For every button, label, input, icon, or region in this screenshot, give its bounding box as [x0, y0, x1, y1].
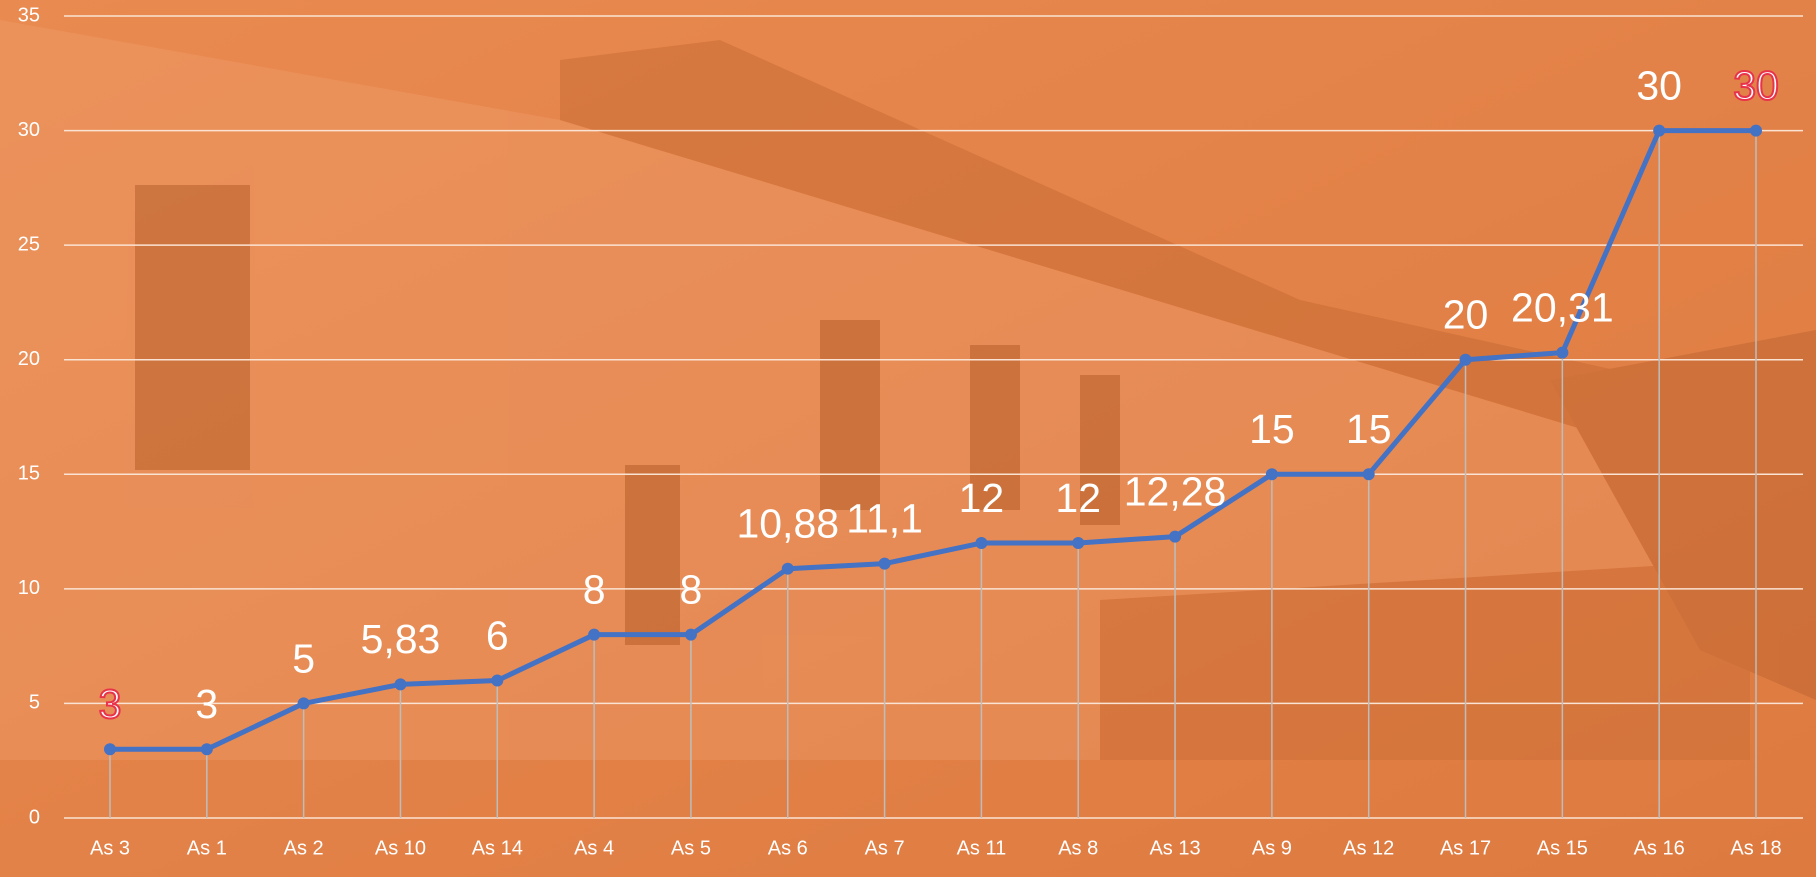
data-label: 12: [1055, 475, 1101, 521]
point: [491, 675, 503, 687]
point: [1750, 125, 1762, 137]
y-tick-label: 30: [18, 119, 40, 141]
data-label: 12: [959, 475, 1005, 521]
data-label: 30: [1636, 62, 1682, 108]
point: [1460, 354, 1472, 366]
point: [1556, 347, 1568, 359]
data-label: 30: [1733, 62, 1779, 108]
point: [1072, 537, 1084, 549]
point: [588, 629, 600, 641]
x-tick-label: As 3: [90, 837, 130, 859]
point: [1169, 531, 1181, 543]
data-label: 20,31: [1511, 284, 1614, 330]
data-label: 3: [99, 681, 122, 727]
point: [1363, 468, 1375, 480]
point: [201, 743, 213, 755]
point: [782, 563, 794, 575]
point: [298, 697, 310, 709]
x-tick-label: As 5: [671, 837, 711, 859]
data-label: 5,83: [361, 616, 441, 662]
x-tick-label: As 16: [1634, 837, 1685, 859]
y-tick-label: 5: [29, 692, 40, 714]
y-tick-label: 20: [18, 348, 40, 370]
data-label: 8: [583, 567, 606, 613]
data-label: 10,88: [736, 501, 839, 547]
x-tick-label: As 13: [1149, 837, 1200, 859]
y-tick-label: 15: [18, 463, 40, 485]
x-tick-label: As 9: [1252, 837, 1292, 859]
x-tick-label: As 11: [957, 837, 1007, 859]
data-label: 6: [486, 612, 509, 658]
data-label: 8: [680, 567, 703, 613]
x-tick-label: As 1: [187, 837, 227, 859]
data-label: 15: [1249, 406, 1295, 452]
y-tick-label: 35: [18, 4, 40, 26]
data-label: 12,28: [1124, 468, 1227, 514]
x-tick-label: As 2: [284, 837, 324, 859]
data-label: 11,1: [846, 495, 923, 541]
y-tick-label: 10: [18, 577, 40, 599]
y-tick-label: 0: [29, 806, 40, 828]
x-tick-label: As 6: [768, 837, 808, 859]
point: [1653, 125, 1665, 137]
point: [1266, 468, 1278, 480]
x-tick-label: As 7: [865, 837, 905, 859]
point: [104, 743, 116, 755]
data-label: 3: [195, 681, 218, 727]
x-tick-label: As 18: [1730, 837, 1781, 859]
x-tick-label: As 4: [574, 837, 614, 859]
x-tick-label: As 14: [472, 837, 523, 859]
data-label: 15: [1346, 406, 1392, 452]
point: [975, 537, 987, 549]
data-label: 5: [292, 635, 315, 681]
point: [685, 629, 697, 641]
chart: 05101520253035As 3As 1As 2As 10As 14As 4…: [0, 0, 1816, 877]
x-tick-label: As 10: [375, 837, 426, 859]
data-label: 20: [1443, 292, 1489, 338]
point: [394, 678, 406, 690]
y-tick-label: 25: [18, 233, 40, 255]
x-tick-label: As 12: [1343, 837, 1394, 859]
point: [879, 558, 891, 570]
x-tick-label: As 15: [1537, 837, 1588, 859]
x-tick-label: As 8: [1058, 837, 1098, 859]
x-tick-label: As 17: [1440, 837, 1491, 859]
